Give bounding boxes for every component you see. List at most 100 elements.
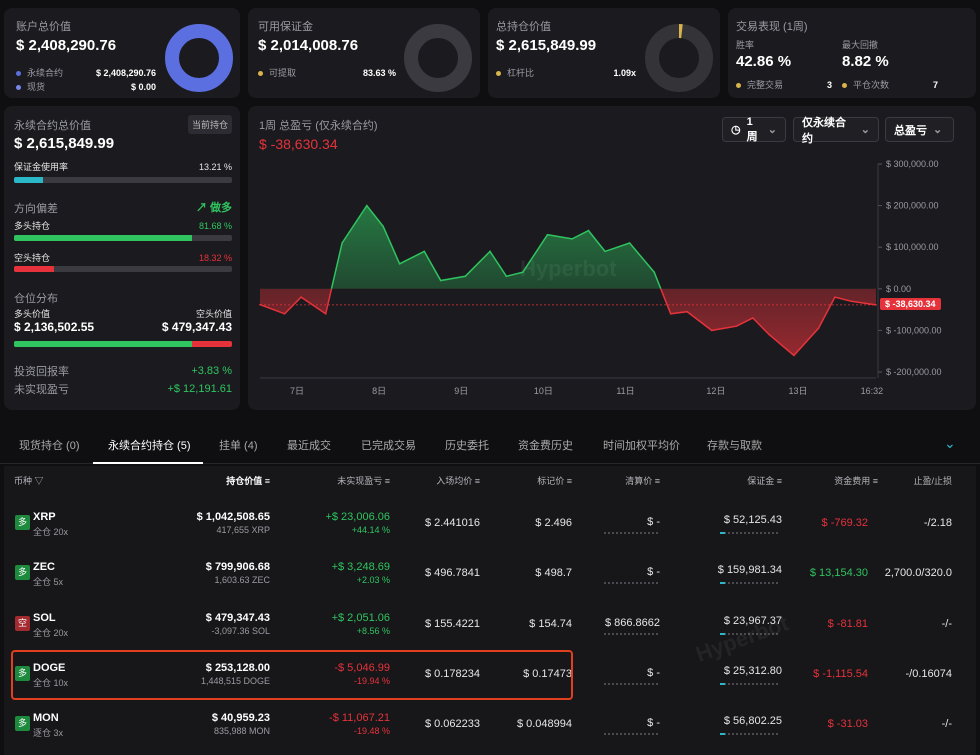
tab-perp-positions[interactable]: 永续合约持仓 (5) — [108, 440, 191, 452]
col-header-tpsl: 止盈/止损 — [913, 476, 952, 486]
margin-bar — [720, 532, 780, 534]
period-dropdown[interactable]: ◷ 1周 ⌄ — [722, 116, 786, 143]
funding-fee: $ 13,154.30 — [809, 567, 868, 579]
coin-name[interactable]: MON — [33, 712, 59, 724]
margin-bar-fill — [720, 733, 725, 735]
margin-mode: 全仓 5x — [33, 577, 64, 587]
perp-summary-card: 永续合约总价值 当前持仓 $ 2,615,849.99 保证金使用率 13.21 … — [4, 106, 240, 410]
table-row[interactable]: 多 DOGE 全仓 10x $ 253,128.00 1,448,515 DOGE -$ … — [4, 659, 976, 699]
y-tick-label: $ -100,000.00 — [886, 325, 942, 335]
tab-order-history[interactable]: 历史委托 — [445, 440, 489, 452]
unrealized-pnl: +$ 23,006.06 — [325, 511, 390, 523]
account-value-title: 账户总价值 — [16, 21, 71, 33]
account-row-spot: 现货 $ 0.00 — [16, 80, 156, 93]
liq-dash — [604, 532, 660, 534]
unrealized-pnl: +$ 2,051.06 — [331, 612, 390, 624]
margin-value: $ 2,014,008.76 — [258, 37, 359, 54]
pnl-point — [834, 296, 836, 298]
metric-dropdown[interactable]: 总盈亏 ⌄ — [885, 117, 954, 142]
liquidation-price: $ - — [647, 717, 660, 729]
selected-row-highlight — [11, 650, 573, 700]
y-tick-label: $ 0.00 — [886, 284, 911, 294]
margin-mode: 逐仓 3x — [33, 728, 64, 738]
sort-icon: ≡ — [384, 476, 390, 486]
side-badge: 多 — [15, 666, 30, 681]
col-header-mark[interactable]: 标记价 ≡ — [537, 476, 572, 486]
col-header-upnl[interactable]: 未实现盈亏 ≡ — [337, 476, 390, 486]
trade-performance-card: 交易表现 (1周) 胜率 42.86 % 最大回撤 8.82 % 完整交易 3 … — [728, 8, 976, 98]
pnl-point — [365, 204, 368, 207]
tp-sl[interactable]: -/- — [941, 618, 952, 630]
account-value: $ 2,408,290.76 — [16, 37, 117, 54]
table-row[interactable]: 多 XRP 全仓 20x $ 1,042,508.65 417,655 XRP +$ 23… — [4, 508, 976, 548]
pnl-chart-title: 1周 总盈亏 (仅永续合约) — [259, 120, 378, 132]
bias-label: 方向偏差 — [14, 203, 58, 215]
funding-fee: $ -1,115.54 — [813, 668, 868, 680]
mark-price: $ 154.74 — [529, 618, 572, 630]
chevron-down-icon: ⌄ — [767, 124, 777, 136]
perp-title: 永续合约总价值 — [14, 120, 91, 132]
tab-deposits-withdrawals[interactable]: 存款与取款 — [707, 440, 762, 452]
tp-sl[interactable]: -/- — [941, 718, 952, 730]
pnl-point — [505, 275, 508, 278]
entry-price: $ 155.4221 — [424, 618, 480, 630]
holdings-row-leverage: 杠杆比 1.09x — [496, 66, 636, 79]
x-tick-label: 9日 — [454, 386, 468, 396]
available-margin-card: 可用保证金 $ 2,014,008.76 可提取 83.63 % — [248, 8, 480, 98]
side-badge: 多 — [15, 515, 30, 530]
pnl-area-positive — [260, 205, 876, 289]
tp-sl[interactable]: 2,700.0/320.0 — [884, 567, 952, 579]
sort-icon: ≡ — [654, 476, 660, 486]
tp-sl[interactable]: -/2.18 — [923, 517, 952, 529]
tab-recent-fills[interactable]: 最近成交 — [287, 440, 331, 452]
filter-icon[interactable]: ▽ — [34, 476, 44, 486]
liquidation-price: $ 866.8662 — [604, 617, 660, 629]
short-position-bar — [14, 266, 232, 272]
col-header-liq[interactable]: 清算价 ≡ — [625, 476, 660, 486]
short-value-label: 空头价值 — [195, 309, 232, 319]
current-position-badge[interactable]: 当前持仓 — [187, 115, 232, 134]
table-row[interactable]: 多 ZEC 全仓 5x $ 799,906.68 1,603.63 ZEC +$ 3,24… — [4, 558, 976, 598]
coin-name[interactable]: DOGE — [33, 662, 66, 674]
col-header-entry[interactable]: 入场均价 ≡ — [436, 476, 480, 486]
col-header-funding[interactable]: 资金费用 ≡ — [834, 476, 878, 486]
y-tick-label: $ 200,000.00 — [886, 201, 939, 211]
pnl-point — [604, 250, 606, 253]
pnl-point — [850, 300, 853, 303]
coin-name[interactable]: SOL — [33, 612, 56, 624]
coin-name[interactable]: XRP — [33, 511, 56, 523]
liq-dash — [604, 582, 660, 584]
col-header-margin[interactable]: 保证金 ≡ — [747, 476, 782, 486]
pnl-point — [259, 303, 261, 306]
entry-price: $ 496.7841 — [424, 567, 480, 579]
scope-dropdown[interactable]: 仅永续合约 ⌄ — [793, 117, 879, 145]
unrealized-pnl-pct: +8.56 % — [356, 626, 390, 636]
pnl-point — [686, 310, 688, 313]
chevron-down-icon[interactable]: ⌄ — [944, 435, 956, 451]
tab-completed-trades[interactable]: 已完成交易 — [361, 440, 416, 452]
col-header-coin[interactable]: 币种 ▽ — [14, 476, 44, 486]
tab-twap[interactable]: 时间加权平均价 — [603, 440, 680, 452]
tp-sl[interactable]: -/0.16074 — [905, 668, 952, 680]
coin-name[interactable]: ZEC — [33, 561, 55, 573]
tab-funding-history[interactable]: 资金费历史 — [518, 440, 573, 452]
tab-spot-positions[interactable]: 现货持仓 (0) — [19, 440, 80, 452]
table-row[interactable]: 空 SOL 全仓 20x $ 479,347.43 -3,097.36 SOL +$ 2,… — [4, 609, 976, 649]
account-donut-chart — [165, 24, 233, 92]
liquidation-price: $ - — [647, 667, 660, 679]
pnl-point — [793, 354, 795, 357]
table-row[interactable]: 多 MON 逐仓 3x $ 40,959.23 835,988 MON -$ 11,067… — [4, 709, 976, 749]
funding-fee: $ -769.32 — [821, 517, 868, 529]
distribution-bar — [14, 341, 232, 347]
trend-up-icon: ↗ — [195, 202, 210, 214]
tab-open-orders[interactable]: 挂单 (4) — [219, 440, 258, 452]
x-tick-label: 13日 — [788, 386, 807, 396]
holdings-title: 总持仓价值 — [496, 21, 551, 33]
margin-amount: $ 23,967.37 — [723, 615, 782, 627]
pnl-point — [522, 271, 524, 273]
col-header-value[interactable]: 持仓价值 ≡ — [226, 476, 270, 486]
margin-amount: $ 159,981.34 — [717, 564, 782, 576]
margin-bar — [720, 582, 780, 584]
position-qty: 417,655 XRP — [216, 525, 270, 535]
position-qty: 1,448,515 DOGE — [200, 676, 270, 686]
